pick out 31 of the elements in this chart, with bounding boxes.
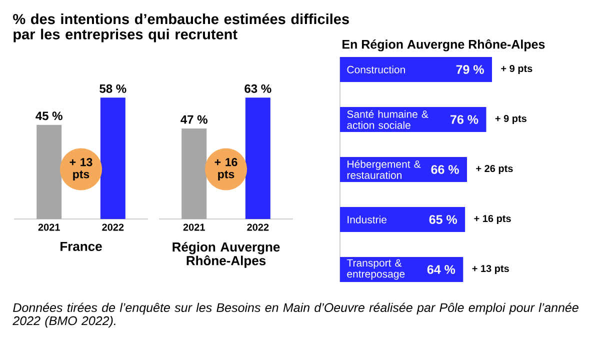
annotation: + 16 pts	[474, 214, 511, 224]
y-tick-label: Construction	[347, 66, 405, 74]
bar	[340, 57, 492, 82]
data-label: 65 %	[429, 215, 458, 224]
chart-title: En Région Auvergne Rhône-Alpes	[342, 39, 545, 52]
x-axis-title: Région Auvergne Rhône-Alpes	[172, 242, 280, 268]
annotation: + 9 pts	[501, 64, 532, 74]
y-tick-label: Industrie	[348, 216, 387, 224]
annotation: + 16 pts	[214, 158, 238, 181]
data-label: 79 %	[456, 65, 484, 74]
y-tick-label: Transport & entreposage	[346, 259, 405, 280]
y-tick-label: Hébergement & restauration	[347, 160, 421, 179]
data-label: 63 %	[244, 84, 272, 93]
x-axis-title: France	[60, 242, 102, 252]
x-tick-label: 2022	[247, 224, 269, 231]
y-tick-label: Santé humaine & action sociale	[347, 110, 428, 129]
data-label: 76 %	[450, 115, 478, 124]
text: Données tirées de l’enquête sur les Besoins en Main d’Oeuvre réalisée par Pôle emploi pour l’année 2022 (BMO 2022).	[12, 302, 578, 328]
x-tick-label: 2022	[102, 224, 124, 231]
bar	[340, 207, 466, 232]
data-label: 64 %	[427, 265, 456, 274]
data-label: 45 %	[36, 112, 62, 120]
data-label: 66 %	[431, 165, 459, 174]
x-tick-label: 2021	[183, 224, 205, 231]
annotation: + 13 pts	[472, 264, 509, 274]
annotation: + 26 pts	[476, 164, 513, 174]
data-label: 47 %	[180, 115, 208, 124]
data-label: 58 %	[100, 84, 126, 93]
annotation: + 13 pts	[70, 158, 92, 181]
annotation: + 9 pts	[495, 114, 526, 124]
x-tick-label: 2021	[38, 224, 60, 231]
